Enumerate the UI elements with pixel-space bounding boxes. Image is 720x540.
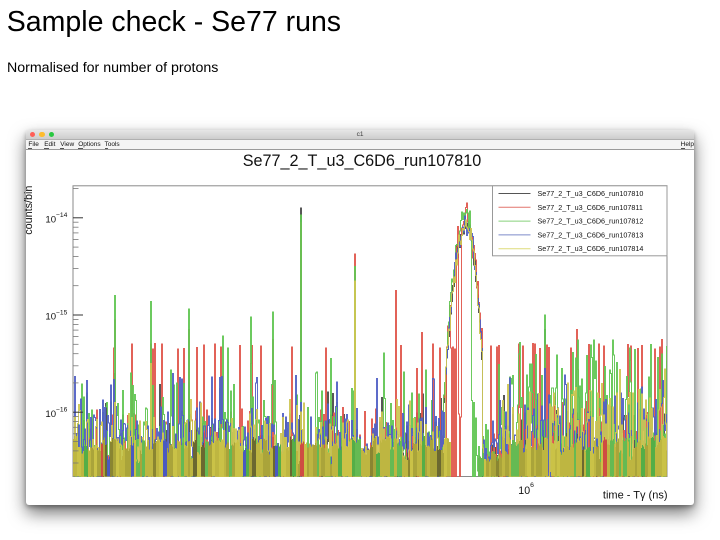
svg-text:Se77_2_T_u3_C6D6_run107812: Se77_2_T_u3_C6D6_run107812 [538, 217, 644, 226]
svg-text:Se77_2_T_u3_C6D6_run107810: Se77_2_T_u3_C6D6_run107810 [538, 189, 644, 198]
svg-text:106: 106 [518, 482, 534, 497]
svg-text:counts/bin: counts/bin [23, 186, 35, 235]
svg-text:time - Tγ (ns): time - Tγ (ns) [603, 490, 668, 502]
svg-text:10−14: 10−14 [45, 212, 67, 225]
svg-text:10−15: 10−15 [45, 309, 67, 322]
svg-text:Se77_2_T_u3_C6D6_run107811: Se77_2_T_u3_C6D6_run107811 [538, 203, 643, 212]
svg-text:10−16: 10−16 [45, 407, 67, 420]
svg-text:Se77_2_T_u3_C6D6_run107814: Se77_2_T_u3_C6D6_run107814 [538, 244, 644, 253]
svg-text:Se77_2_T_u3_C6D6_run107810: Se77_2_T_u3_C6D6_run107810 [243, 152, 482, 170]
svg-text:Se77_2_T_u3_C6D6_run107813: Se77_2_T_u3_C6D6_run107813 [538, 230, 644, 239]
